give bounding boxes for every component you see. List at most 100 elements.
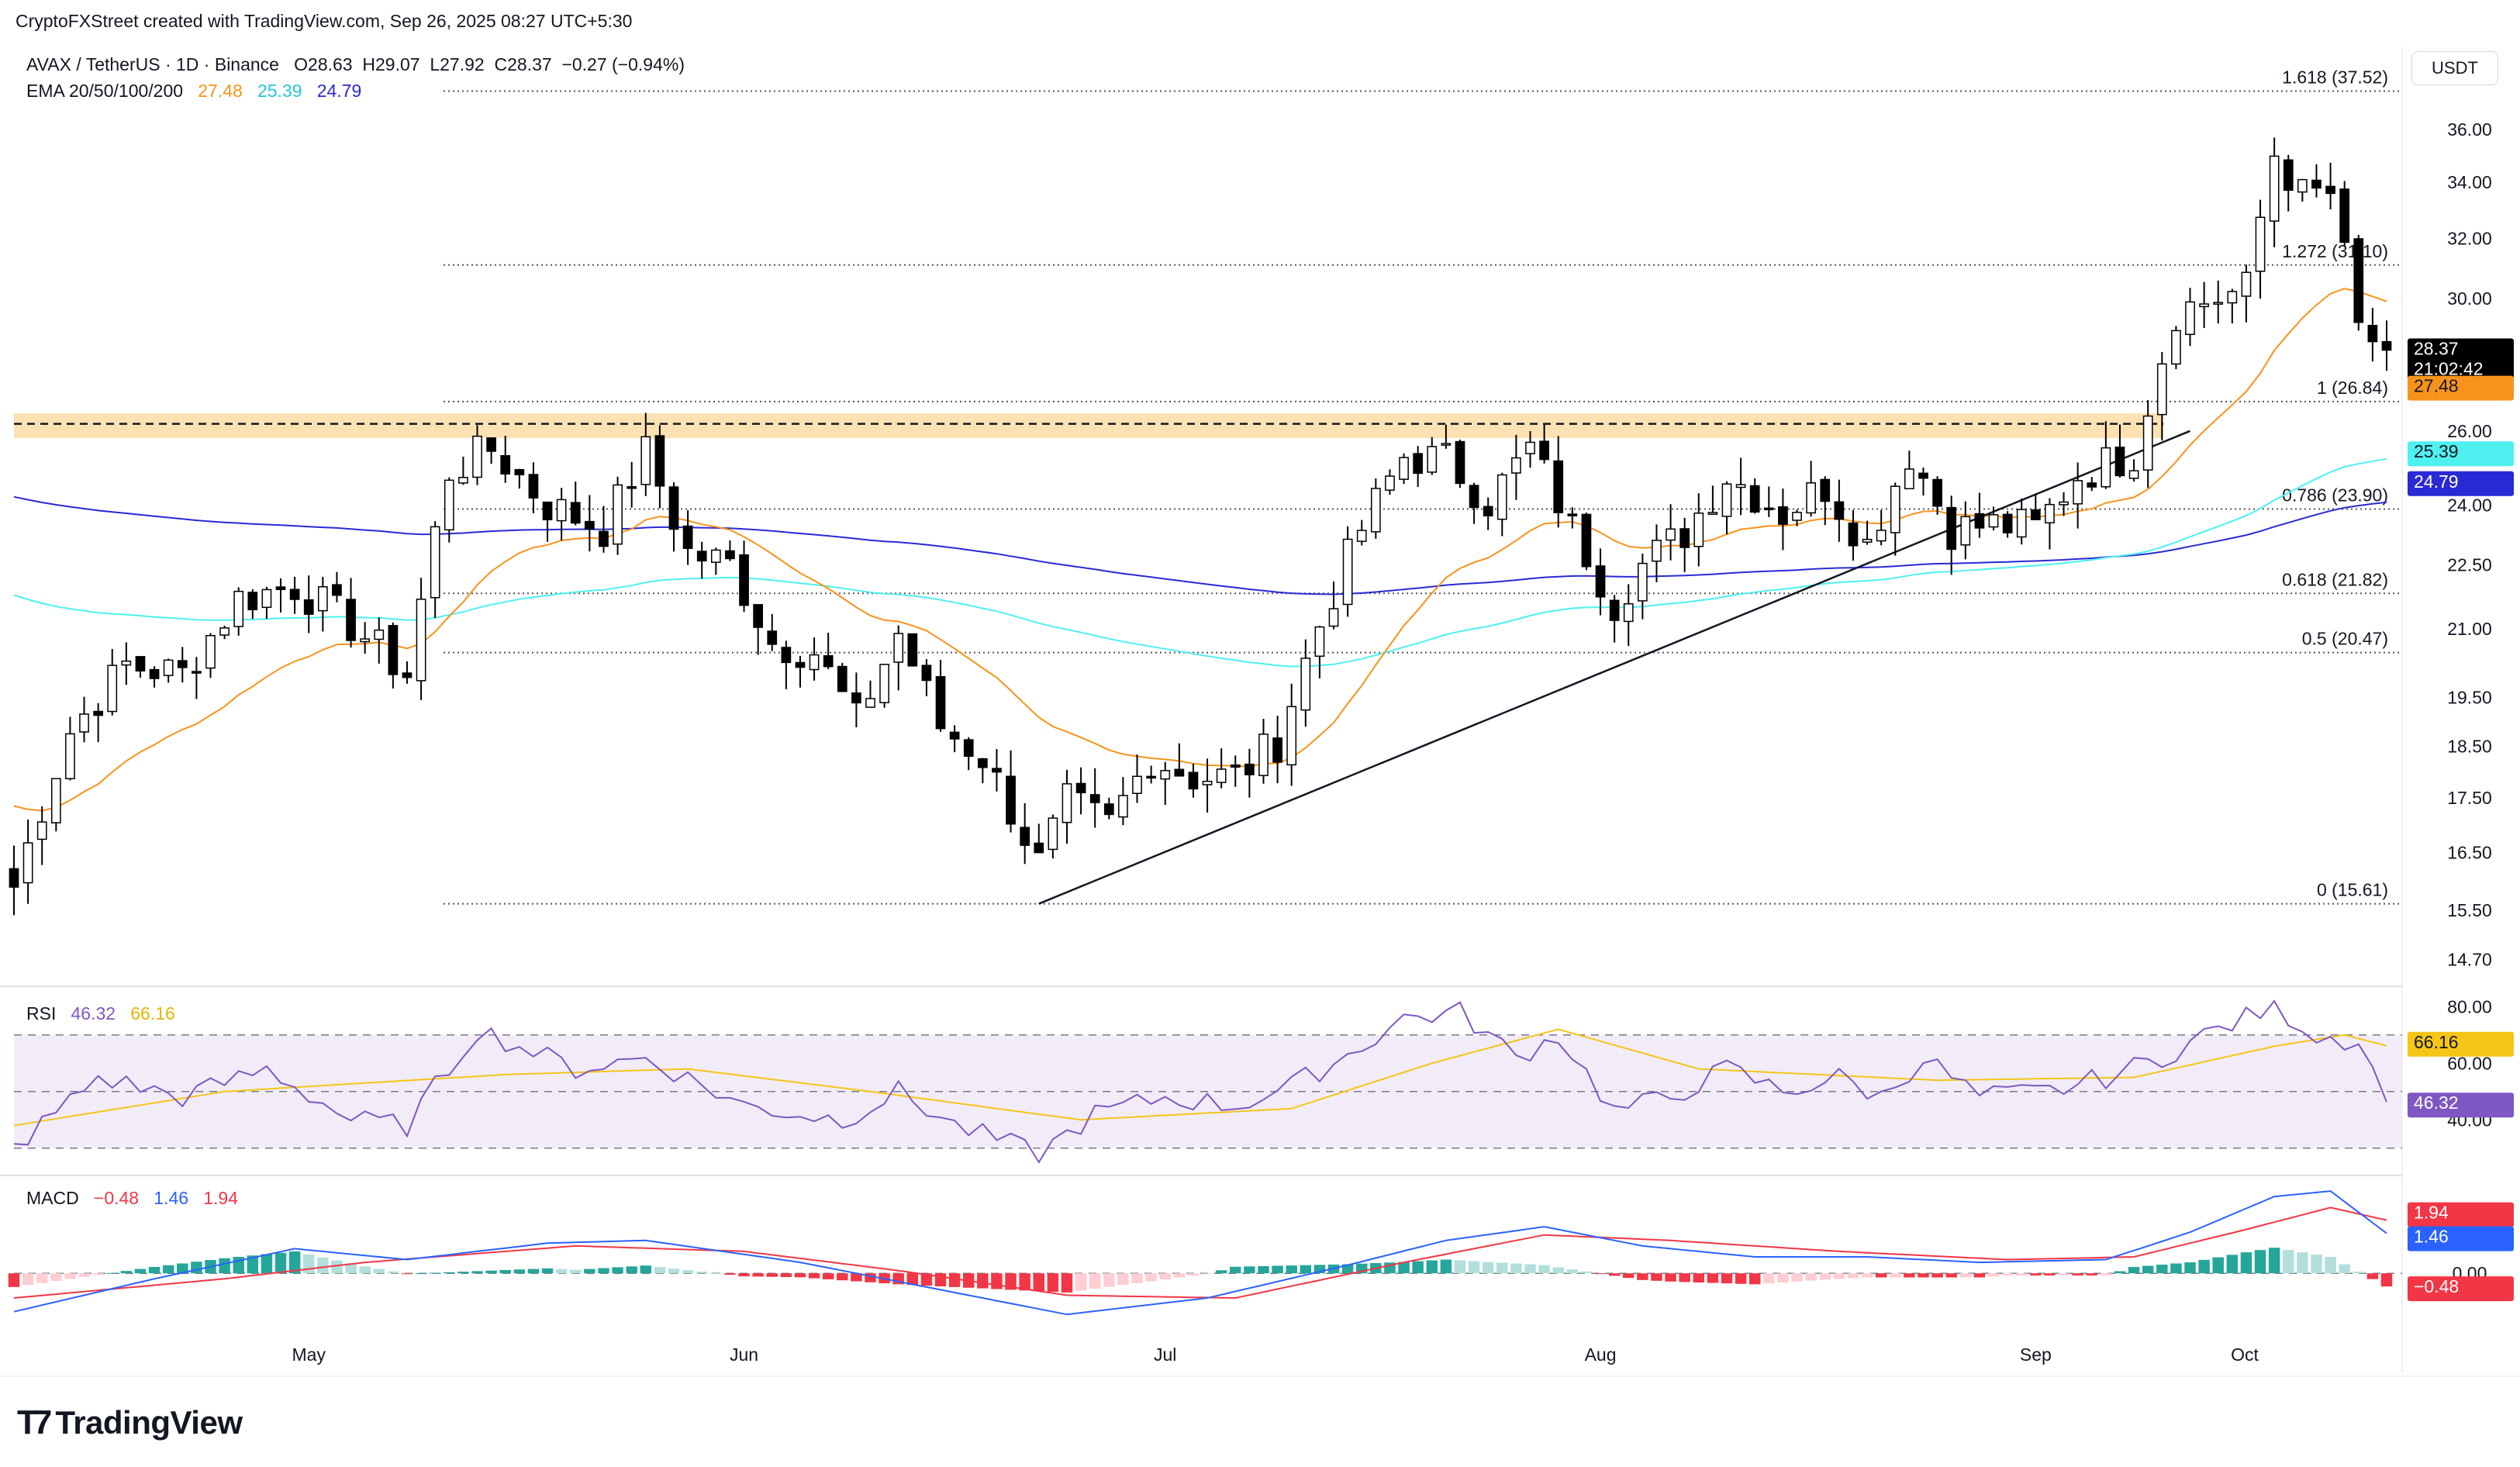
candle-body	[1525, 441, 1535, 454]
tradingview-logo[interactable]: T7 TradingView	[17, 1403, 243, 1442]
ema100-badge	[2408, 441, 2514, 467]
attribution: CryptoFXStreet created with TradingView.…	[16, 11, 633, 31]
rsi-ma-value: 66.16	[130, 1003, 175, 1023]
candle-body	[402, 672, 413, 678]
candle-body	[1623, 603, 1634, 623]
candle-body	[317, 586, 328, 612]
last-price-badge-text: 21:02:42	[2414, 359, 2484, 379]
candle-body	[893, 633, 904, 663]
ema-label: EMA 20/50/100/200	[26, 81, 184, 101]
macd-legend[interactable]: MACD −0.48 1.46 1.94	[26, 1188, 238, 1209]
macd-histogram-bar	[317, 1257, 329, 1274]
candle-body	[1216, 768, 1227, 783]
candle-body	[93, 710, 104, 716]
candle-body	[500, 454, 511, 475]
candle-body	[992, 768, 1002, 773]
macd-histogram-bar	[2283, 1250, 2294, 1274]
candle-body	[2339, 188, 2350, 243]
macd-histogram-bar	[710, 1273, 722, 1275]
macd-histogram-bar	[1904, 1273, 1915, 1278]
candle-body	[514, 468, 525, 475]
candle-body	[781, 647, 792, 664]
candle-body	[1342, 538, 1353, 606]
macd-histogram-bar	[696, 1272, 708, 1274]
candle-body	[837, 665, 847, 692]
candle-body	[2059, 501, 2069, 506]
candle-body	[2101, 447, 2111, 488]
candle-body	[2128, 470, 2139, 479]
macd-histogram-bar	[2339, 1264, 2350, 1274]
candle-body	[22, 842, 33, 884]
ohlc-high: H29.07	[362, 54, 420, 74]
candle-body	[2045, 503, 2055, 523]
candle-body	[2213, 302, 2224, 305]
macd-histogram-bar	[1230, 1266, 1241, 1274]
macd-histogram-bar	[808, 1273, 820, 1279]
candle-body	[1932, 478, 1942, 507]
price-tick-label: 15.50	[2447, 900, 2492, 920]
macd-histogram-bar	[1538, 1265, 1550, 1274]
macd-histogram-bar	[1117, 1273, 1129, 1286]
symbol-line: AVAX / TetherUS · 1D · Binance O28.63 H2…	[26, 54, 685, 75]
candle-body	[823, 655, 834, 668]
candle-body	[1511, 457, 1521, 474]
rsi-tick-label: 80.00	[2447, 996, 2492, 1017]
macd-histogram-bar	[1805, 1273, 1817, 1281]
candle-body	[2002, 513, 2013, 533]
ascending-trendline	[1038, 430, 2190, 905]
macd-histogram-bar	[2142, 1265, 2154, 1274]
macd-histogram-bar	[920, 1273, 933, 1286]
candle-body	[1496, 474, 1507, 520]
candle-body	[1258, 734, 1269, 776]
candle-body	[2199, 303, 2209, 308]
macd-histogram-bar	[1679, 1273, 1690, 1282]
macd-label: MACD	[26, 1188, 79, 1208]
time-tick-label: May	[292, 1344, 326, 1365]
macd-histogram-bar	[78, 1273, 90, 1277]
symbol-name[interactable]: AVAX / TetherUS · 1D · Binance	[26, 54, 279, 74]
ema-legend[interactable]: EMA 20/50/100/200 27.48 25.39 24.79	[26, 81, 361, 102]
currency-selector[interactable]: USDT	[2411, 51, 2498, 85]
macd-histogram-bar	[1482, 1262, 1494, 1274]
signal-badge-text: 1.94	[2414, 1203, 2449, 1223]
macd-histogram-bar	[22, 1273, 34, 1286]
candle-body	[247, 592, 258, 611]
time-tick-label: Aug	[1585, 1344, 1617, 1365]
macd-histogram-bar	[302, 1254, 315, 1274]
macd-histogram-bar	[598, 1268, 609, 1274]
candle-body	[865, 698, 875, 708]
candle-body	[1244, 763, 1255, 775]
macd-histogram-bar	[177, 1263, 188, 1274]
price-tick-label: 30.00	[2447, 288, 2492, 309]
macd-histogram-bar	[794, 1273, 806, 1278]
macd-histogram-bar	[780, 1273, 792, 1278]
macd-value: 1.46	[154, 1188, 189, 1208]
candle-body	[332, 584, 342, 596]
macd-histogram-bar	[1005, 1273, 1017, 1290]
macd-histogram-bar	[1721, 1273, 1733, 1284]
macd-histogram-bar	[724, 1273, 736, 1275]
macd-histogram-bar	[1833, 1273, 1845, 1279]
macd-histogram-bar	[1103, 1273, 1115, 1287]
macd-histogram-bar	[906, 1273, 919, 1286]
candle-body	[1328, 608, 1339, 627]
candle-body	[528, 474, 539, 499]
candle-body	[233, 590, 244, 627]
candle-body	[767, 630, 778, 645]
macd-histogram-bar	[415, 1273, 427, 1275]
macd-histogram-bar	[1651, 1273, 1662, 1281]
candle-body	[851, 692, 861, 704]
ema20-value: 27.48	[198, 81, 243, 101]
candle-body	[1370, 488, 1381, 533]
fib-level-label: 1.618 (37.52)	[2282, 67, 2388, 87]
macd-histogram-bar	[1987, 1273, 2000, 1277]
macd-histogram-bar	[106, 1272, 118, 1274]
rsi-label: RSI	[26, 1003, 57, 1023]
ema100-line	[13, 457, 2387, 668]
macd-histogram-bar	[2240, 1252, 2252, 1274]
candle-body	[416, 599, 426, 682]
rsi-legend[interactable]: RSI 46.32 66.16	[26, 1003, 175, 1024]
macd-histogram-bar	[191, 1262, 202, 1274]
macd-histogram-bar	[387, 1271, 399, 1274]
macd-histogram-bar	[1300, 1265, 1312, 1274]
